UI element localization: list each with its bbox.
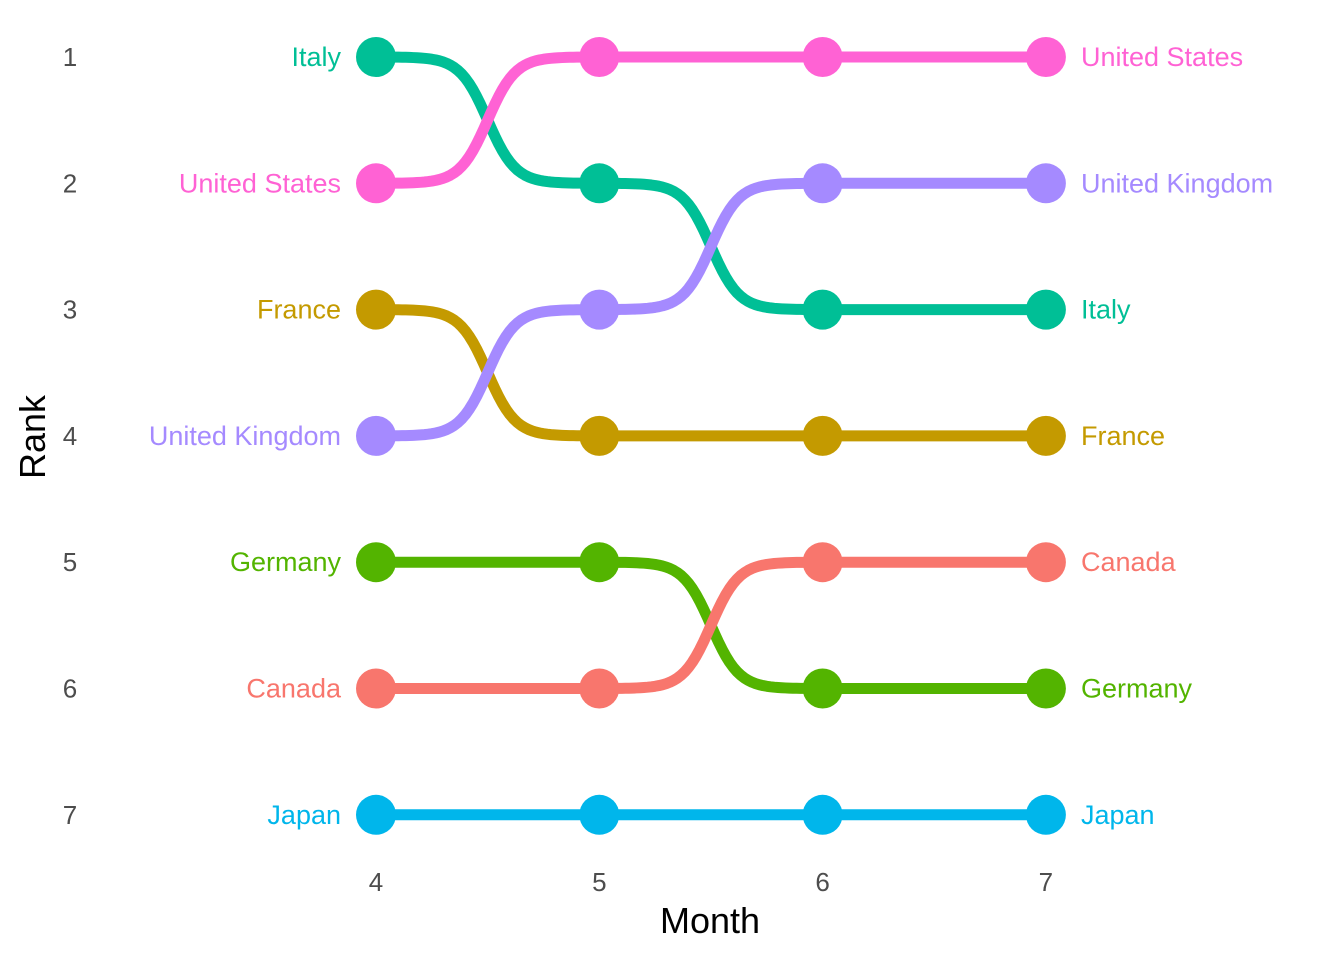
series-label-end: Italy [1081, 295, 1131, 325]
series-label-end: Canada [1081, 547, 1177, 577]
y-tick-label: 2 [63, 168, 77, 198]
series-label-start: United States [179, 168, 341, 198]
series-label-start: United Kingdom [149, 421, 341, 451]
data-point [802, 415, 843, 456]
data-point [356, 289, 396, 330]
series-line [370, 556, 1052, 694]
data-point [1025, 794, 1066, 835]
data-point [356, 542, 396, 583]
data-point [579, 668, 620, 709]
x-tick-label: 7 [1039, 867, 1053, 897]
y-tick-label: 6 [63, 674, 77, 704]
series-label-end: United Kingdom [1081, 168, 1273, 198]
data-point [356, 415, 396, 456]
data-point [1025, 542, 1066, 583]
data-point [579, 163, 620, 204]
data-point [579, 37, 620, 77]
x-axis-title: Month [660, 900, 760, 941]
data-point [579, 794, 620, 835]
x-tick-label: 6 [815, 867, 829, 897]
data-point [802, 289, 843, 330]
data-point [1025, 668, 1066, 709]
series-label-end: Germany [1081, 674, 1193, 704]
data-point [802, 668, 843, 709]
data-point [1025, 37, 1066, 77]
data-point [579, 415, 620, 456]
data-point [802, 37, 843, 77]
series-line [370, 304, 1052, 442]
series-label-end: United States [1081, 42, 1243, 72]
data-point [1025, 289, 1066, 330]
data-point [356, 794, 396, 835]
data-point [1025, 163, 1066, 204]
data-point [579, 289, 620, 330]
series-lines [370, 51, 1052, 821]
data-point [1025, 415, 1066, 456]
series-label-end: France [1081, 421, 1165, 451]
data-point [802, 794, 843, 835]
y-tick-label: 4 [63, 421, 77, 451]
x-tick-label: 4 [369, 867, 383, 897]
series-label-start: Italy [291, 42, 341, 72]
series-line [370, 177, 1052, 442]
series-label-start: Germany [230, 547, 342, 577]
data-point [356, 37, 396, 77]
y-tick-label: 3 [63, 295, 77, 325]
series-label-start: Japan [267, 800, 341, 830]
data-point [579, 542, 620, 583]
series-labels: Italy Italy United States United States Fran… [149, 42, 1273, 830]
data-point [356, 668, 396, 709]
data-point [356, 163, 396, 204]
series-points [356, 37, 1066, 835]
x-tick-label: 5 [592, 867, 606, 897]
series-line [370, 51, 1052, 189]
series-label-end: Japan [1081, 800, 1155, 830]
data-point [802, 163, 843, 204]
x-axis-tick-labels: 4 5 6 7 [369, 867, 1053, 897]
y-tick-label: 1 [63, 42, 77, 72]
y-tick-label: 5 [63, 547, 77, 577]
y-axis-title: Rank [12, 394, 53, 479]
y-tick-label: 7 [63, 800, 77, 830]
series-label-start: Canada [246, 674, 342, 704]
series-label-start: France [257, 295, 341, 325]
y-axis-tick-labels: 1 2 3 4 5 6 7 [63, 42, 77, 830]
data-point [802, 542, 843, 583]
